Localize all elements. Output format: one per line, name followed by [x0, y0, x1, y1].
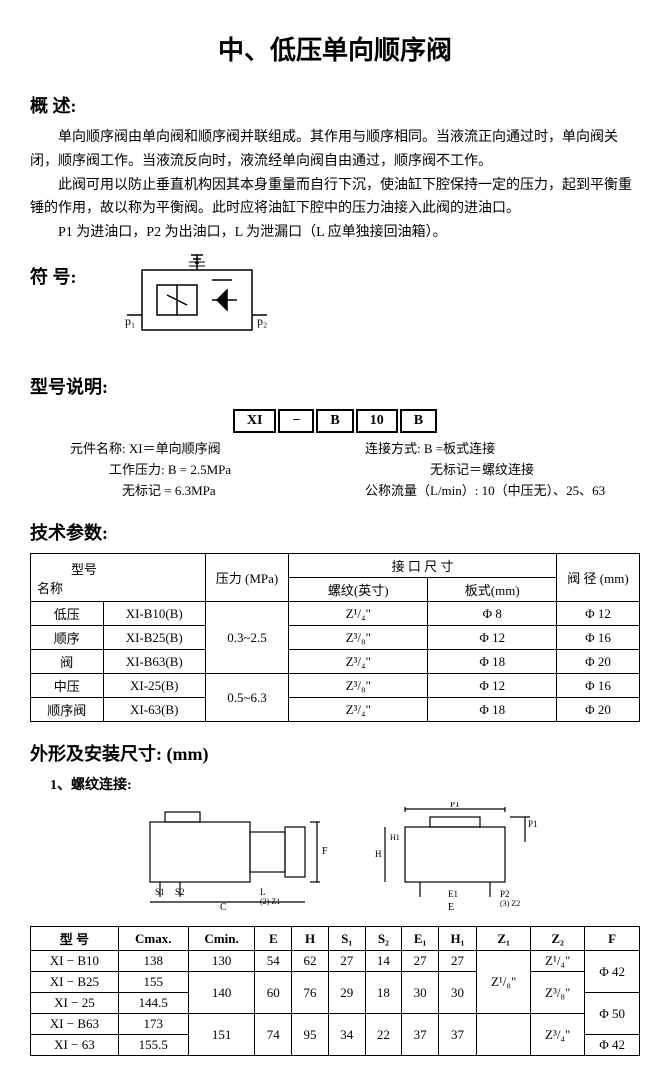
overview-p1: 单向顺序阀由单向阀和顺序阀并联组成。其作用与顺序相同。当液流正向通过时，单向阀关… [30, 126, 640, 174]
model-box: B [316, 409, 353, 433]
svg-text:F: F [322, 846, 328, 857]
table-row: 低压XI-B10(B) 0.3~2.5 Z¹/₄"Φ 8Φ 12 [31, 602, 640, 626]
svg-text:E: E [448, 902, 454, 912]
table-row: XI − B25155 14060 7629 1830 30 Z³/₈" [31, 972, 640, 993]
table-row: 顺序阀XI-63(B) Z³/₄"Φ 18Φ 20 [31, 698, 640, 722]
model-right-line: 无标记＝螺纹连接 [365, 460, 640, 481]
svg-text:S1: S1 [155, 887, 165, 897]
symbol-diagram: p₁ p₂ [117, 245, 277, 355]
table-row: XI − B63173 15174 9534 2237 37 Z³/₄" [31, 1014, 640, 1035]
model-box: B [400, 409, 437, 433]
svg-text:H1: H1 [390, 833, 400, 842]
svg-text:(2) Z1: (2) Z1 [260, 897, 280, 906]
model-box: 10 [356, 409, 398, 433]
dim-heading: 外形及安装尺寸: (mm) [30, 740, 640, 766]
model-left-line: 无标记 = 6.3MPa [70, 481, 345, 502]
front-view-diagram: S1 S2 L(2) Z1 C F [120, 802, 340, 912]
overview-p2: 此阀可用以防止垂直机构因其本身重量而自行下沉，使油缸下腔保持一定的压力，起到平衡… [30, 174, 640, 222]
svg-text:p₁: p₁ [125, 314, 135, 328]
model-left-line: 元件名称: XI＝单向顺序阀 [70, 439, 345, 460]
dim-sub-heading: 1、螺纹连接: [50, 774, 640, 794]
overview-heading: 概 述: [30, 92, 640, 118]
spec-heading: 技术参数: [30, 519, 640, 545]
model-box: XI [233, 409, 277, 433]
svg-text:S2: S2 [175, 887, 185, 897]
side-view-diagram: P1 P1 H H1 E1 P2(3) Z2 E [370, 802, 550, 912]
dim-table: 型 号Cmax. Cmin.E HS₁ S₂E₁ H₁Z₁ Z₂F XI − B… [30, 926, 640, 1056]
model-heading: 型号说明: [30, 373, 640, 399]
overview-p3: P1 为进油口，P2 为出油口，L 为泄漏口（L 应单独接回油箱）。 [30, 221, 640, 245]
table-row: 顺序XI-B25(B) Z³/₈"Φ 12Φ 16 [31, 626, 640, 650]
table-row: XI − B10138 13054 6227 1427 27Z¹/₈" Z¹/₄… [31, 951, 640, 972]
table-row: 阀XI-B63(B) Z³/₄"Φ 18Φ 20 [31, 650, 640, 674]
svg-text:P1: P1 [528, 819, 538, 829]
model-right-line: 连接方式: B =板式连接 [365, 439, 640, 460]
spec-table: 型号名称 压力 (MPa) 接 口 尺 寸 阀 径 (mm) 螺纹(英寸) 板式… [30, 553, 640, 722]
svg-text:H: H [375, 849, 382, 859]
svg-text:L: L [260, 887, 266, 897]
svg-text:(3) Z2: (3) Z2 [500, 899, 520, 908]
symbol-heading: 符 号: [30, 263, 77, 289]
svg-text:P2: P2 [500, 889, 510, 899]
model-right-line: 公称流量（L/min）: 10（中压无）、25、63 [365, 481, 640, 502]
model-left-line: 工作压力: B = 2.5MPa [70, 460, 345, 481]
svg-text:C: C [220, 902, 227, 912]
svg-text:E1: E1 [448, 889, 458, 899]
model-box: − [278, 409, 314, 433]
page-title: 中、低压单向顺序阀 [30, 30, 640, 67]
svg-text:P1: P1 [450, 802, 460, 809]
svg-text:p₂: p₂ [257, 314, 267, 328]
model-code-boxes: XI − B 10 B [30, 409, 640, 433]
table-row: 中压XI-25(B) 0.5~6.3 Z³/₈"Φ 12Φ 16 [31, 674, 640, 698]
